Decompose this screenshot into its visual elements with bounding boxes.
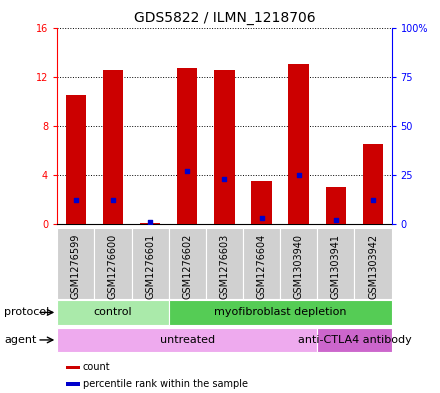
- Bar: [317, 228, 355, 299]
- Bar: [280, 228, 317, 299]
- Text: agent: agent: [4, 335, 37, 345]
- Text: percentile rank within the sample: percentile rank within the sample: [83, 379, 248, 389]
- Bar: [94, 228, 132, 299]
- Bar: [66, 382, 80, 386]
- Bar: [326, 187, 346, 224]
- Text: untreated: untreated: [160, 335, 215, 345]
- Text: GSM1276599: GSM1276599: [71, 233, 81, 299]
- Point: [110, 197, 117, 204]
- Bar: [243, 228, 280, 299]
- Point: [295, 172, 302, 178]
- Bar: [57, 228, 94, 299]
- Bar: [206, 228, 243, 299]
- Text: GSM1276603: GSM1276603: [220, 233, 229, 299]
- Bar: [214, 70, 235, 224]
- Point: [258, 215, 265, 221]
- Bar: [363, 144, 383, 224]
- Text: GSM1303941: GSM1303941: [331, 233, 341, 299]
- Text: control: control: [94, 307, 132, 318]
- Bar: [169, 300, 392, 325]
- Point: [332, 217, 339, 223]
- Bar: [169, 228, 206, 299]
- Point: [370, 197, 377, 204]
- Bar: [57, 300, 169, 325]
- Point: [221, 176, 228, 182]
- Bar: [317, 327, 392, 352]
- Point: [147, 219, 154, 225]
- Text: count: count: [83, 362, 110, 373]
- Point: [184, 168, 191, 174]
- Text: GSM1276602: GSM1276602: [182, 233, 192, 299]
- Text: myofibroblast depletion: myofibroblast depletion: [214, 307, 346, 318]
- Text: GSM1303942: GSM1303942: [368, 233, 378, 299]
- Bar: [66, 366, 80, 369]
- Point: [72, 197, 79, 204]
- Bar: [177, 68, 198, 224]
- Bar: [66, 95, 86, 224]
- Bar: [140, 223, 160, 224]
- Text: GSM1276600: GSM1276600: [108, 233, 118, 299]
- Bar: [289, 64, 309, 224]
- Text: anti-CTLA4 antibody: anti-CTLA4 antibody: [297, 335, 411, 345]
- Bar: [132, 228, 169, 299]
- Text: protocol: protocol: [4, 307, 50, 318]
- Bar: [57, 327, 317, 352]
- Bar: [251, 181, 272, 224]
- Bar: [103, 70, 123, 224]
- Text: GSM1276601: GSM1276601: [145, 233, 155, 299]
- Text: GSM1303940: GSM1303940: [294, 233, 304, 299]
- Bar: [355, 228, 392, 299]
- Text: GSM1276604: GSM1276604: [257, 233, 267, 299]
- Title: GDS5822 / ILMN_1218706: GDS5822 / ILMN_1218706: [134, 11, 315, 25]
